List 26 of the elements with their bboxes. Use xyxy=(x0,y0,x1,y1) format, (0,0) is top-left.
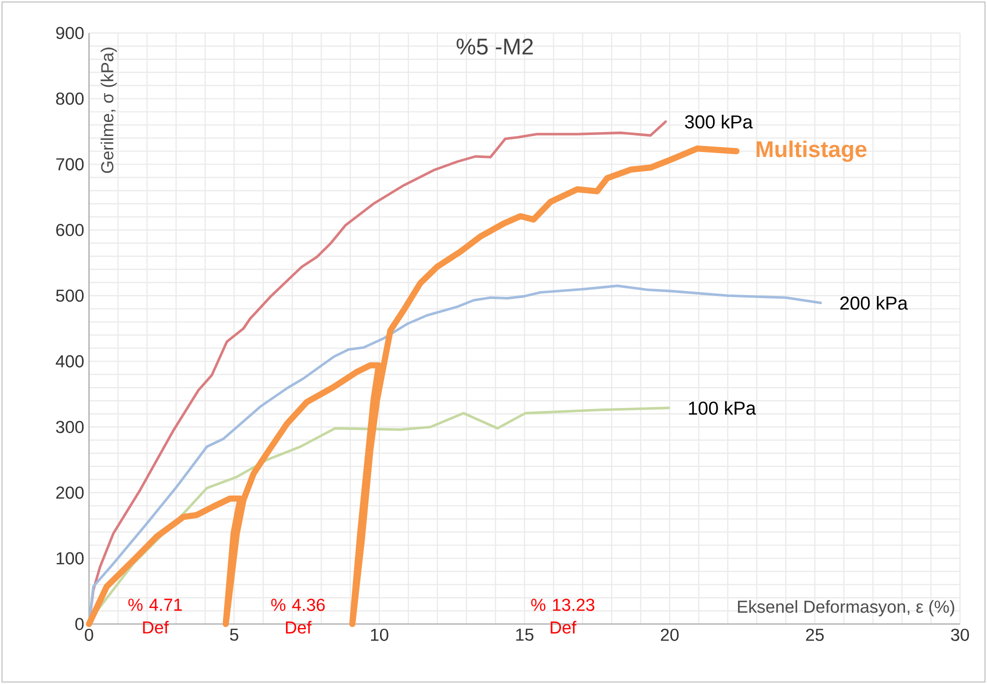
y-tick-label: 0 xyxy=(75,618,84,630)
series-label: Multistage xyxy=(756,140,866,162)
x-tick-label: 5 xyxy=(230,628,238,641)
y-tick-label: 800 xyxy=(56,92,84,105)
y-tick-label: 300 xyxy=(56,420,84,434)
chart-title: %5 -M2 xyxy=(456,38,533,55)
y-tick-label: 400 xyxy=(56,355,84,368)
y-axis-title: Gerilme, σ (kPa) xyxy=(100,48,117,173)
y-tick-label: 900 xyxy=(56,26,84,40)
x-tick-label: 0 xyxy=(84,628,94,641)
y-tick-label: 600 xyxy=(56,224,84,236)
x-tick-label: 10 xyxy=(371,628,388,641)
annotation: % 4.36 Def xyxy=(271,598,325,634)
x-tick-label: 15 xyxy=(516,628,534,641)
y-tick-label: 500 xyxy=(56,290,84,302)
series-label: 200 kPa xyxy=(840,296,908,310)
x-axis-title: Eksenel Deformasyon, ε (%) xyxy=(738,600,954,616)
x-tick-label: 25 xyxy=(806,628,824,641)
y-tick-label: 100 xyxy=(56,552,84,564)
annotation: % 4.71 Def xyxy=(128,598,182,634)
x-tick-label: 30 xyxy=(951,628,969,641)
series-label: 300 kPa xyxy=(685,114,753,129)
y-tick-label: 200 xyxy=(56,486,84,499)
series-label: 100 kPa xyxy=(688,401,756,415)
y-tick-label: 700 xyxy=(56,158,84,170)
x-tick-label: 20 xyxy=(660,628,679,641)
